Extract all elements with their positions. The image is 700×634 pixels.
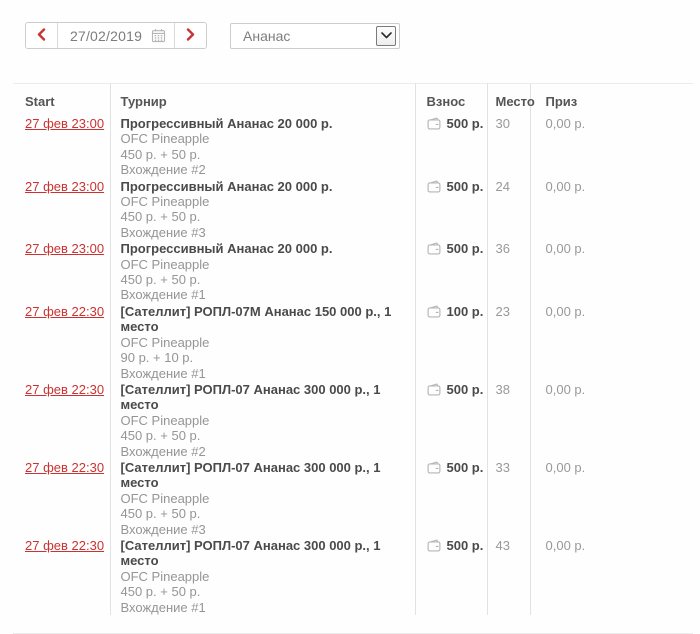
- tournament-title: [Сателлит] РОПЛ-07 Ананас 300 000 р., 1 …: [120, 537, 381, 569]
- tournament-start-link[interactable]: 27 фев 22:30: [25, 459, 105, 475]
- table-header: Start Турнир Взнос Место Приз: [13, 83, 693, 115]
- tournament-title: Прогрессивный Ананас 20 000 р.: [120, 178, 333, 194]
- fee-value: 500 р.: [446, 537, 484, 553]
- wallet-icon: [427, 539, 441, 552]
- prize-value: 0,00 р.: [545, 116, 586, 131]
- table-row: 27 фев 23:00 Прогрессивный Ананас 20 000…: [13, 177, 693, 241]
- table-row: 27 фев 22:30 [Сателлит] РОПЛ-07 Ананас 3…: [13, 458, 693, 537]
- chevron-left-icon: [37, 27, 46, 44]
- tournament-game: OFC Pineapple: [120, 194, 210, 210]
- tournament-entry: Вхождение #2: [120, 162, 206, 178]
- prize-value: 0,00 р.: [545, 459, 586, 475]
- chevron-down-icon: [376, 25, 396, 46]
- table-row: 27 фев 23:00 Прогрессивный Ананас 20 000…: [13, 240, 693, 303]
- tournament-game: OFC Pineapple: [120, 334, 210, 350]
- tournament-start-link[interactable]: 27 фев 22:30: [25, 303, 105, 319]
- fee-value: 100 р.: [446, 303, 484, 319]
- calendar-icon: [151, 28, 166, 43]
- tournament-start-link[interactable]: 27 фев 23:00: [25, 241, 105, 257]
- tournament-table: Start Турнир Взнос Место Приз 27 фев 23:…: [13, 83, 693, 615]
- place-value: 30: [495, 116, 510, 131]
- column-header-tournament: Турнир: [109, 83, 415, 115]
- next-day-button[interactable]: [174, 23, 206, 48]
- prize-value: 0,00 р.: [545, 381, 586, 397]
- tournament-entry: Вхождение #2: [120, 443, 206, 459]
- prize-value: 0,00 р.: [545, 241, 586, 257]
- place-value: 43: [495, 537, 510, 553]
- tournament-title: Прогрессивный Ананас 20 000 р.: [120, 241, 333, 257]
- column-header-place: Место: [486, 83, 535, 115]
- place-value: 33: [495, 459, 510, 475]
- tournament-title: [Сателлит] РОПЛ-07М Ананас 150 000 р., 1…: [120, 303, 392, 335]
- tournament-buyin-detail: 450 р. + 50 р.: [120, 209, 201, 225]
- date-picker: 27/02/2019: [25, 22, 207, 49]
- tournament-buyin-detail: 450 р. + 50 р.: [120, 428, 201, 444]
- table-row: 27 фев 22:30 [Сателлит] РОПЛ-07 Ананас 3…: [13, 536, 693, 615]
- wallet-icon: [427, 383, 441, 396]
- tournament-entry: Вхождение #1: [120, 599, 206, 615]
- game-filter-select[interactable]: Ананас: [230, 22, 400, 49]
- tournament-game: OFC Pineapple: [120, 490, 210, 506]
- tournament-start-link[interactable]: 27 фев 22:30: [25, 537, 105, 553]
- game-filter-value: Ананас: [243, 27, 291, 44]
- column-header-start: Start: [25, 94, 55, 109]
- prev-day-button[interactable]: [26, 23, 58, 48]
- prize-value: 0,00 р.: [545, 178, 586, 194]
- tournament-start-link[interactable]: 27 фев 22:30: [25, 381, 105, 397]
- table-row: 27 фев 23:00 Прогрессивный Ананас 20 000…: [13, 115, 693, 178]
- fee-value: 500 р.: [446, 381, 484, 397]
- tournament-title: Прогрессивный Ананас 20 000 р.: [120, 116, 333, 131]
- fee-value: 500 р.: [446, 241, 484, 257]
- chevron-right-icon: [186, 27, 195, 44]
- column-header-prize: Приз: [529, 83, 693, 115]
- tournament-start-link[interactable]: 27 фев 23:00: [25, 178, 105, 194]
- tournament-buyin-detail: 450 р. + 50 р.: [120, 506, 201, 522]
- tournament-game: OFC Pineapple: [120, 256, 210, 272]
- toolbar: 27/02/2019: [25, 22, 700, 49]
- prize-value: 0,00 р.: [545, 537, 586, 553]
- fee-value: 500 р.: [446, 116, 484, 131]
- tournament-game: OFC Pineapple: [120, 131, 210, 147]
- place-value: 23: [495, 303, 510, 319]
- table-body: 27 фев 23:00 Прогрессивный Ананас 20 000…: [13, 115, 693, 615]
- tournament-game: OFC Pineapple: [120, 412, 210, 428]
- place-value: 36: [495, 241, 510, 257]
- wallet-icon: [427, 461, 441, 474]
- place-value: 38: [495, 381, 510, 397]
- tournament-buyin-detail: 450 р. + 50 р.: [120, 146, 201, 162]
- prize-value: 0,00 р.: [545, 303, 586, 319]
- tournament-game: OFC Pineapple: [120, 568, 210, 584]
- tournament-buyin-detail: 450 р. + 50 р.: [120, 272, 201, 288]
- table-row: 27 фев 22:30 [Сателлит] РОПЛ-07М Ананас …: [13, 302, 693, 381]
- tournament-start-link[interactable]: 27 фев 23:00: [25, 116, 105, 131]
- tournament-entry: Вхождение #3: [120, 224, 206, 240]
- wallet-icon: [427, 117, 441, 130]
- tournament-entry: Вхождение #1: [120, 365, 206, 381]
- table-row: 27 фев 22:30 [Сателлит] РОПЛ-07 Ананас 3…: [13, 380, 693, 459]
- fee-value: 500 р.: [446, 178, 484, 194]
- column-header-fee: Взнос: [414, 83, 487, 115]
- fee-value: 500 р.: [446, 459, 484, 475]
- tournament-buyin-detail: 90 р. + 10 р.: [120, 350, 194, 366]
- wallet-icon: [427, 180, 441, 193]
- wallet-icon: [427, 242, 441, 255]
- tournament-title: [Сателлит] РОПЛ-07 Ананас 300 000 р., 1 …: [120, 459, 381, 491]
- date-input[interactable]: 27/02/2019: [58, 23, 174, 48]
- date-value: 27/02/2019: [70, 27, 143, 44]
- tournament-buyin-detail: 450 р. + 50 р.: [120, 584, 201, 600]
- place-value: 24: [495, 178, 510, 194]
- tournament-entry: Вхождение #3: [120, 521, 206, 537]
- tournament-entry: Вхождение #1: [120, 287, 206, 303]
- wallet-icon: [427, 305, 441, 318]
- tournament-title: [Сателлит] РОПЛ-07 Ананас 300 000 р., 1 …: [120, 381, 381, 413]
